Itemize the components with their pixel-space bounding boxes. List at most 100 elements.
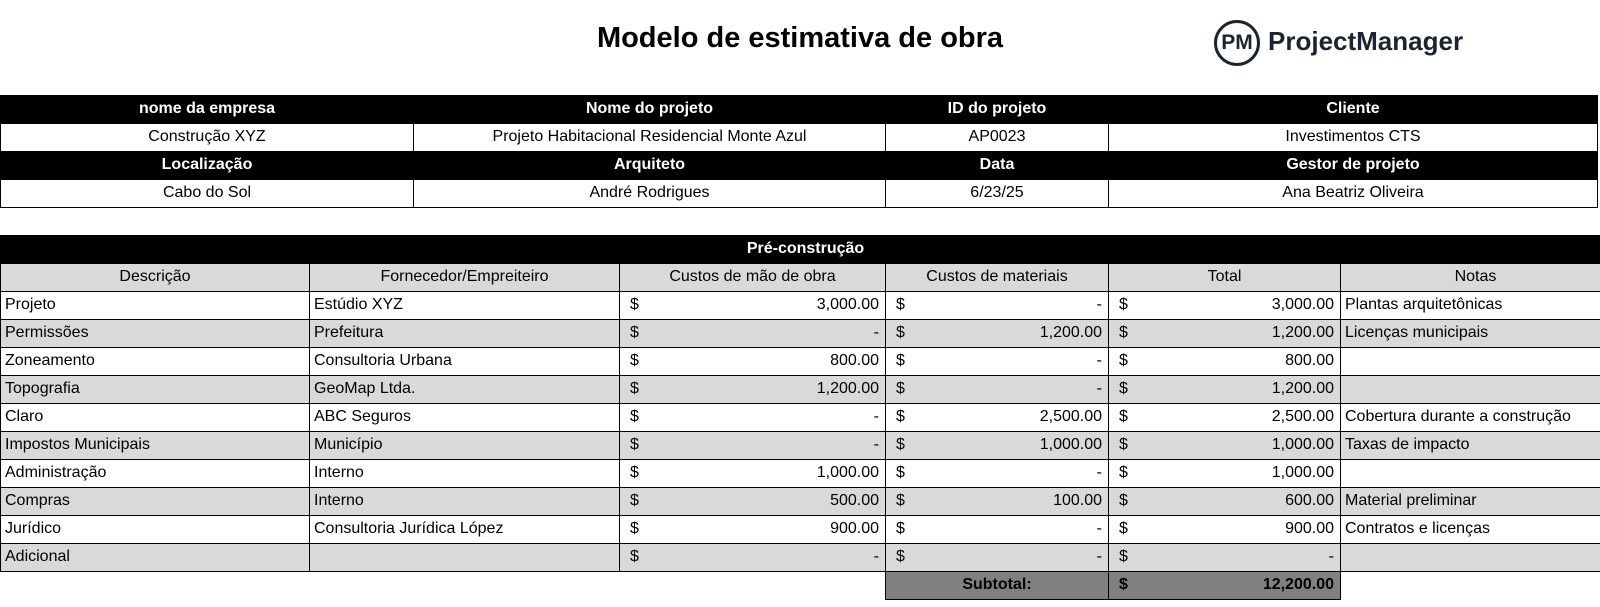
- amount: -: [1096, 296, 1102, 313]
- description: Compras: [0, 487, 310, 516]
- info-label: Arquiteto: [413, 151, 886, 180]
- column-header: Total: [1108, 263, 1341, 292]
- currency: $: [896, 408, 905, 425]
- info-value: Investimentos CTS: [1108, 123, 1598, 152]
- amount: -: [1096, 352, 1102, 369]
- currency: $: [1119, 352, 1128, 369]
- currency: $: [1119, 324, 1128, 341]
- info-label: Nome do projeto: [413, 95, 886, 124]
- amount: 900.00: [830, 520, 879, 537]
- subtotal-cell: $12,200.00: [1108, 571, 1341, 600]
- amount: 800.00: [1285, 352, 1334, 369]
- money-cell: $ -: [885, 291, 1109, 320]
- amount: 2,500.00: [1271, 408, 1334, 425]
- description: Claro: [0, 403, 310, 432]
- info-label: Gestor de projeto: [1108, 151, 1598, 180]
- money-cell: $ -: [619, 543, 886, 572]
- currency: $: [630, 408, 639, 425]
- currency: $: [1119, 520, 1128, 537]
- currency: $: [896, 324, 905, 341]
- currency: $: [630, 352, 639, 369]
- description: Administração: [0, 459, 310, 488]
- amount: 1,200.00: [816, 380, 879, 397]
- amount: -: [1328, 548, 1334, 565]
- amount: -: [1096, 464, 1102, 481]
- info-value: 6/23/25: [885, 179, 1109, 208]
- amount: -: [873, 408, 879, 425]
- info-label: Cliente: [1108, 95, 1598, 124]
- money-cell: $ -: [1108, 543, 1341, 572]
- money-cell: $1,000.00: [885, 431, 1109, 460]
- vendor: Consultoria Jurídica López: [309, 515, 620, 544]
- currency: $: [896, 520, 905, 537]
- currency: $: [630, 436, 639, 453]
- money-cell: $2,500.00: [1108, 403, 1341, 432]
- currency: $: [896, 352, 905, 369]
- amount: 600.00: [1285, 492, 1334, 509]
- note: [1340, 347, 1600, 376]
- info-label: Data: [885, 151, 1109, 180]
- amount: 1,000.00: [1039, 436, 1102, 453]
- logo-name: ProjectManager: [1268, 26, 1464, 56]
- description: Permissões: [0, 319, 310, 348]
- info-value: André Rodrigues: [413, 179, 886, 208]
- vendor: Interno: [309, 459, 620, 488]
- currency: $: [1119, 380, 1128, 397]
- currency: $: [1119, 492, 1128, 509]
- column-header: Fornecedor/Empreiteiro: [309, 263, 620, 292]
- amount: -: [873, 548, 879, 565]
- money-cell: $500.00: [619, 487, 886, 516]
- vendor: [309, 543, 620, 572]
- money-cell: $1,000.00: [1108, 459, 1341, 488]
- vendor: Interno: [309, 487, 620, 516]
- amount: -: [1096, 520, 1102, 537]
- info-value: Construção XYZ: [0, 123, 414, 152]
- currency: $: [1119, 576, 1128, 593]
- amount: 900.00: [1285, 520, 1334, 537]
- money-cell: $1,200.00: [1108, 375, 1341, 404]
- money-cell: $1,200.00: [619, 375, 886, 404]
- currency: $: [630, 464, 639, 481]
- note: Cobertura durante a construção: [1340, 403, 1600, 432]
- info-label: ID do projeto: [885, 95, 1109, 124]
- amount: 2,500.00: [1039, 408, 1102, 425]
- currency: $: [630, 296, 639, 313]
- money-cell: $800.00: [619, 347, 886, 376]
- amount: 1,200.00: [1271, 324, 1334, 341]
- note: [1340, 543, 1600, 572]
- money-cell: $900.00: [619, 515, 886, 544]
- info-value: Cabo do Sol: [0, 179, 414, 208]
- currency: $: [896, 464, 905, 481]
- currency: $: [630, 492, 639, 509]
- description: Projeto: [0, 291, 310, 320]
- currency: $: [630, 324, 639, 341]
- amount: 1,200.00: [1271, 380, 1334, 397]
- money-cell: $900.00: [1108, 515, 1341, 544]
- amount: 500.00: [830, 492, 879, 509]
- money-cell: $1,000.00: [619, 459, 886, 488]
- vendor: Estúdio XYZ: [309, 291, 620, 320]
- vendor: Consultoria Urbana: [309, 347, 620, 376]
- note: Taxas de impacto: [1340, 431, 1600, 460]
- note: Licenças municipais: [1340, 319, 1600, 348]
- vendor: Município: [309, 431, 620, 460]
- note: Material preliminar: [1340, 487, 1600, 516]
- subtotal-value: 12,200.00: [1262, 576, 1334, 593]
- currency: $: [896, 548, 905, 565]
- table-title: Pré-construção: [0, 235, 1600, 264]
- info-value: AP0023: [885, 123, 1109, 152]
- subtotal-label: Subtotal:: [885, 571, 1109, 600]
- amount: 1,000.00: [816, 464, 879, 481]
- currency: $: [1119, 408, 1128, 425]
- column-header: Descrição: [0, 263, 310, 292]
- note: [1340, 459, 1600, 488]
- note: [1340, 375, 1600, 404]
- currency: $: [896, 296, 905, 313]
- info-label: Localização: [0, 151, 414, 180]
- column-header: Custos de mão de obra: [619, 263, 886, 292]
- amount: 3,000.00: [816, 296, 879, 313]
- currency: $: [1119, 464, 1128, 481]
- currency: $: [896, 380, 905, 397]
- column-header: Custos de materiais: [885, 263, 1109, 292]
- amount: -: [1096, 548, 1102, 565]
